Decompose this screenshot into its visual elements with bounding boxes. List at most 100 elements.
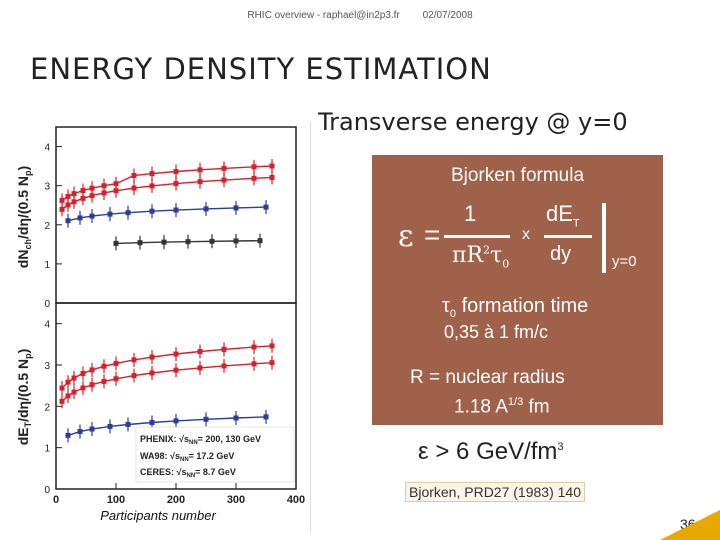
radius-definition: R = nuclear radius <box>410 367 565 388</box>
slide-header: RHIC overview - raphael@in2p3.fr 02/07/2… <box>0 10 720 21</box>
top-ceres-marker <box>137 240 143 246</box>
bottom-phenix-200-marker <box>59 385 65 391</box>
fraction-line-2 <box>544 235 592 238</box>
top-phenix-200-marker <box>197 167 203 173</box>
top-wa98-marker <box>65 218 71 224</box>
bottom-phenix-200-marker <box>221 346 227 352</box>
bottom-phenix-130-marker <box>71 389 77 395</box>
slide-title: ENERGY DENSITY ESTIMATION <box>30 52 492 86</box>
top-ceres-marker <box>257 238 263 244</box>
header-date: 02/07/2008 <box>422 10 473 21</box>
top-phenix-130-marker <box>149 183 155 189</box>
top-phenix-130-marker <box>269 174 275 180</box>
bottom-phenix-130-marker <box>59 398 65 404</box>
top-ytick-label: 3 <box>44 182 50 193</box>
top-ytick-label: 2 <box>44 221 50 232</box>
fraction-line <box>444 235 510 238</box>
top-phenix-200-marker <box>173 169 179 175</box>
bottom-phenix-200-marker <box>71 375 77 381</box>
formula-evaluated-at: y=0 <box>612 253 637 270</box>
xtick-label: 0 <box>53 494 59 506</box>
top-phenix-130-marker <box>89 193 95 199</box>
data-figure: 4 3 2 1 0 4 3 2 1 0 0 100 200 300 400 dNch/dη/(0.5 Np)… <box>8 122 311 532</box>
bottom-phenix-200-marker <box>101 363 107 369</box>
top-phenix-130-marker <box>80 195 86 201</box>
bottom-wa98-marker <box>125 421 131 427</box>
reference-citation: Bjorken, PRD27 (1983) 140 <box>405 482 585 502</box>
radius-formula: 1.18 A1/3 fm <box>454 396 550 418</box>
top-wa98-marker <box>89 213 95 219</box>
top-phenix-200-marker <box>59 197 65 203</box>
top-ytick-label: 1 <box>44 260 50 271</box>
formula-times: x <box>522 226 530 243</box>
top-phenix-130-marker <box>221 177 227 183</box>
formula-numerator: 1 <box>464 201 477 226</box>
top-phenix-130-marker <box>173 181 179 187</box>
top-phenix-200-marker <box>89 185 95 191</box>
bottom-phenix-200-marker <box>269 343 275 349</box>
top-phenix-200-marker <box>251 164 257 170</box>
top-ceres-marker <box>185 239 191 245</box>
bottom-phenix-130-marker <box>80 385 86 391</box>
top-ceres-marker <box>209 238 215 244</box>
bottom-wa98-marker <box>263 414 269 420</box>
top-phenix-130-marker <box>131 185 137 191</box>
top-phenix-130-marker <box>251 175 257 181</box>
formula-det: dET <box>546 201 580 230</box>
top-phenix-130-marker <box>197 179 203 185</box>
top-phenix-200-marker <box>65 193 71 199</box>
bottom-phenix-130-marker <box>65 393 71 399</box>
top-phenix-200-marker <box>221 165 227 171</box>
top-phenix-200-marker <box>131 173 137 179</box>
top-ceres-marker <box>161 239 167 245</box>
figure-data-points <box>59 159 275 443</box>
energy-density-result: ε > 6 GeV/fm3 <box>418 438 564 465</box>
formula-epsilon: ε <box>398 219 414 254</box>
top-wa98-marker <box>233 205 239 211</box>
evaluation-bar <box>602 203 606 273</box>
xtick-label: 300 <box>227 494 245 506</box>
bottom-ytick-label: 0 <box>44 485 50 496</box>
top-phenix-130-marker <box>113 188 119 194</box>
bottom-wa98-marker <box>107 423 113 429</box>
bottom-phenix-130-marker <box>251 361 257 367</box>
slide-subtitle: Transverse energy @ y=0 <box>318 108 628 136</box>
legend-box <box>135 426 295 483</box>
top-ceres-marker <box>233 238 239 244</box>
bottom-phenix-130-marker <box>89 382 95 388</box>
bottom-ylabel: dET/dη/(0.5 Np) <box>15 349 33 446</box>
formula-dy: dy <box>550 243 572 265</box>
bottom-phenix-200-marker <box>65 379 71 385</box>
xtick-label: 400 <box>287 494 305 506</box>
top-phenix-130-marker <box>59 206 65 212</box>
bottom-ytick-label: 2 <box>44 402 50 413</box>
top-wa98-marker <box>77 215 83 221</box>
bottom-ytick-label: 4 <box>44 320 50 331</box>
bottom-phenix-200-marker <box>131 357 137 363</box>
box-title: Bjorken formula <box>450 165 585 186</box>
bottom-ytick-label: 3 <box>44 361 50 372</box>
top-wa98-marker <box>173 207 179 213</box>
bottom-wa98-marker <box>233 415 239 421</box>
bottom-phenix-130-marker <box>101 378 107 384</box>
xtick-label: 100 <box>107 494 125 506</box>
legend-phenix: PHENIX: √sNN= 200, 130 GeV <box>140 434 261 446</box>
bottom-phenix-200-marker <box>80 370 86 376</box>
top-phenix-200-marker <box>269 163 275 169</box>
bottom-phenix-130-marker <box>149 370 155 376</box>
bottom-ytick-label: 1 <box>44 444 50 455</box>
formula-equals: = <box>424 219 441 250</box>
bottom-wa98-marker <box>77 429 83 435</box>
top-phenix-130-marker <box>101 190 107 196</box>
formula-denominator: πR2τ0 <box>452 243 510 271</box>
top-ytick-label: 4 <box>44 143 50 154</box>
top-wa98-line <box>67 206 267 222</box>
bottom-phenix-130-marker <box>197 365 203 371</box>
bottom-phenix-200-marker <box>149 354 155 360</box>
top-wa98-marker <box>149 208 155 214</box>
top-phenix-200-marker <box>101 183 107 189</box>
top-phenix-130-marker <box>65 202 71 208</box>
bottom-phenix-200-marker <box>197 349 203 355</box>
top-phenix-200-marker <box>149 171 155 177</box>
